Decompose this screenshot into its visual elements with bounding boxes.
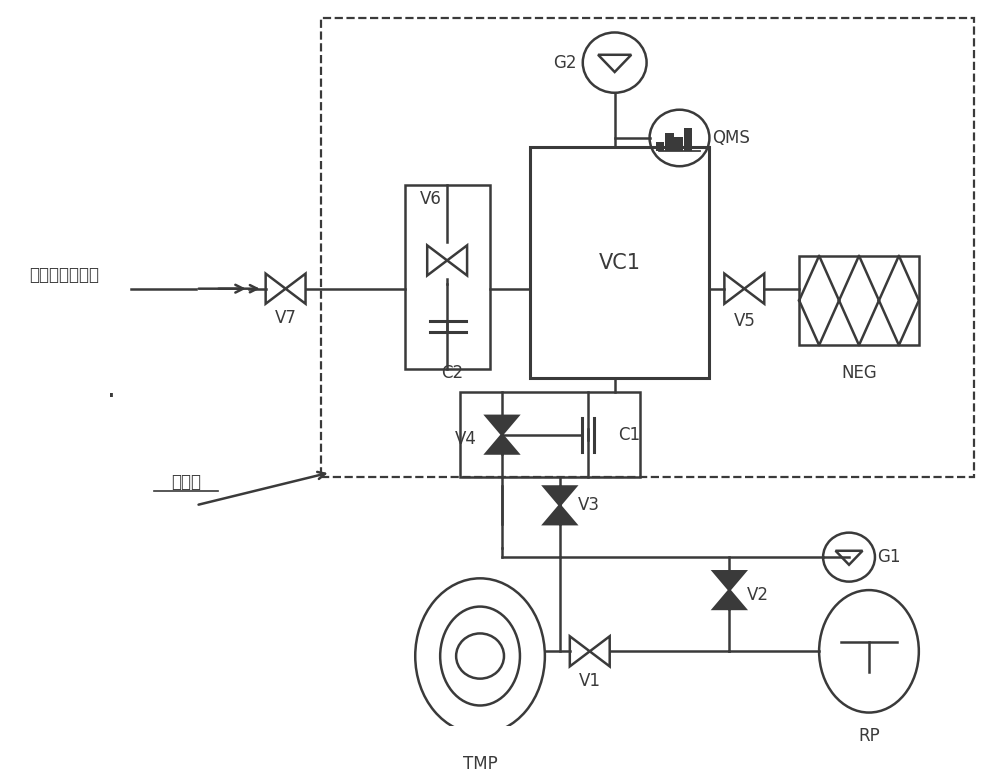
- Text: V6: V6: [420, 190, 442, 208]
- Text: VC1: VC1: [599, 253, 641, 273]
- Text: ·: ·: [107, 383, 116, 411]
- Text: NEG: NEG: [841, 364, 877, 382]
- Polygon shape: [544, 505, 576, 524]
- Bar: [320, 18, 974, 477]
- Polygon shape: [486, 416, 518, 434]
- Bar: [460, 392, 640, 477]
- Text: V4: V4: [455, 431, 477, 448]
- Text: 混合气取样系统: 混合气取样系统: [29, 265, 99, 284]
- Polygon shape: [713, 590, 745, 609]
- Text: G1: G1: [877, 548, 900, 566]
- Text: RP: RP: [858, 727, 880, 744]
- Bar: [674, 137, 683, 151]
- Text: 恒温箱: 恒温箱: [171, 473, 201, 491]
- Text: C2: C2: [442, 365, 464, 382]
- Text: TMP: TMP: [463, 755, 497, 769]
- Text: V7: V7: [275, 309, 297, 328]
- Bar: [799, 256, 919, 345]
- Text: V2: V2: [747, 586, 769, 604]
- Polygon shape: [544, 487, 576, 505]
- Text: QMS: QMS: [712, 129, 750, 147]
- Text: V1: V1: [579, 672, 601, 690]
- Bar: [405, 185, 490, 369]
- Polygon shape: [486, 434, 518, 454]
- Bar: [530, 148, 709, 378]
- Bar: [656, 141, 664, 151]
- Bar: [665, 133, 674, 151]
- Text: C1: C1: [618, 426, 640, 444]
- Text: V3: V3: [578, 496, 600, 514]
- Text: V5: V5: [733, 312, 755, 330]
- Text: G2: G2: [553, 54, 577, 72]
- Bar: [684, 128, 692, 151]
- Polygon shape: [713, 571, 745, 590]
